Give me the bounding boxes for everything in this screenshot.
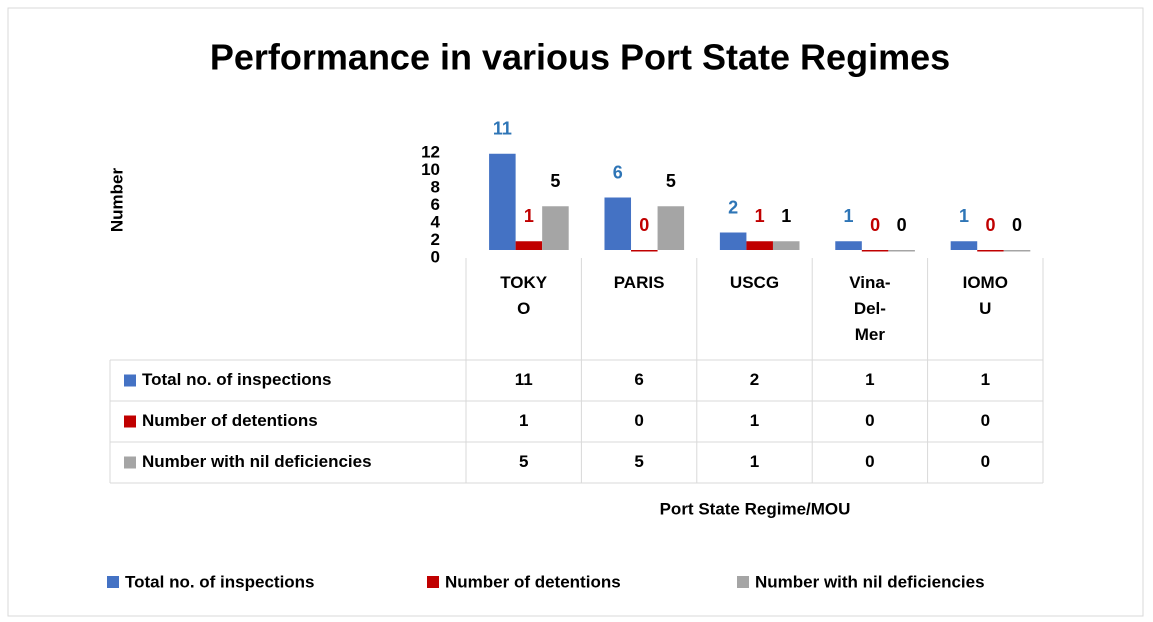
legend-key <box>427 576 439 588</box>
table-cell: 0 <box>981 452 990 471</box>
table-row-header: Number of detentions <box>142 411 318 430</box>
x-tick-label: PARIS <box>613 273 665 292</box>
data-label: 6 <box>613 162 623 182</box>
y-tick-label: 6 <box>431 195 440 214</box>
y-tick-label: 2 <box>431 230 440 249</box>
data-label: 0 <box>897 215 907 235</box>
table-row-header: Number with nil deficiencies <box>142 452 372 471</box>
data-label: 1 <box>755 206 765 226</box>
data-label: 1 <box>781 206 791 226</box>
bar <box>657 206 685 250</box>
table-cell: 0 <box>865 411 874 430</box>
bar <box>1003 250 1031 252</box>
data-label: 1 <box>524 206 534 226</box>
y-tick-label: 4 <box>431 212 441 231</box>
table-cell: 1 <box>519 411 528 430</box>
table-row-header: Total no. of inspections <box>142 370 332 389</box>
bar <box>542 206 569 250</box>
y-axis-label: Number <box>107 168 126 233</box>
legend-key <box>737 576 749 588</box>
x-tick-label: USCG <box>729 273 780 292</box>
x-tick-label: IOMOU <box>962 273 1008 318</box>
data-label: 11 <box>493 119 512 139</box>
x-tick-label: Vina-Del-Mer <box>849 273 891 344</box>
table-cell: 1 <box>981 370 990 389</box>
table-cell: 5 <box>634 452 643 471</box>
data-label: 5 <box>666 171 676 191</box>
legend-key <box>124 374 136 387</box>
bar <box>835 241 862 250</box>
bar <box>950 241 978 250</box>
bar <box>719 232 747 250</box>
bar <box>515 241 543 250</box>
table-cell: 0 <box>634 411 643 430</box>
x-tick-label-box: IOMOU <box>962 273 1008 318</box>
table-cell: 6 <box>634 370 643 389</box>
table-cell: 1 <box>750 411 759 430</box>
data-label: 0 <box>985 215 995 235</box>
data-label: 0 <box>870 215 880 235</box>
legend-label: Total no. of inspections <box>125 572 315 591</box>
data-label: 0 <box>1012 215 1022 235</box>
y-tick-label: 8 <box>431 177 440 196</box>
bar <box>489 153 516 250</box>
data-label: 1 <box>959 206 969 226</box>
data-label: 0 <box>639 215 649 235</box>
legend-label: Number with nil deficiencies <box>755 572 985 591</box>
bar <box>604 197 632 250</box>
x-tick-label: TOKYO <box>500 273 548 318</box>
legend-key <box>124 415 136 428</box>
bar <box>772 241 800 250</box>
table-cell: 1 <box>750 452 759 471</box>
x-tick-label-box: USCG <box>729 273 780 292</box>
data-label: 5 <box>550 171 560 191</box>
data-label: 1 <box>844 206 854 226</box>
bar <box>861 250 889 252</box>
y-tick-label: 0 <box>431 247 440 266</box>
table-cell: 11 <box>515 370 533 389</box>
legend-label: Number of detentions <box>445 572 621 591</box>
chart-title: Performance in various Port State Regime… <box>210 37 950 78</box>
legend-key <box>107 576 119 588</box>
x-axis-label: Port State Regime/MOU <box>660 499 851 518</box>
bar <box>888 250 915 252</box>
x-tick-label-box: Vina-Del-Mer <box>849 273 891 344</box>
table-cell: 1 <box>865 370 874 389</box>
bar <box>746 241 773 250</box>
table-cell: 2 <box>750 370 759 389</box>
chart-frame <box>7 7 1144 617</box>
legend-key <box>124 456 136 469</box>
bar <box>977 250 1004 252</box>
y-tick-label: 12 <box>421 142 440 161</box>
table-cell: 0 <box>981 411 990 430</box>
x-tick-label-box: PARIS <box>613 273 665 292</box>
data-label: 2 <box>728 197 738 217</box>
y-tick-label: 10 <box>421 160 440 179</box>
table-cell: 5 <box>519 452 528 471</box>
x-tick-label-box: TOKYO <box>500 273 548 318</box>
bar <box>631 250 658 252</box>
table-cell: 0 <box>865 452 874 471</box>
